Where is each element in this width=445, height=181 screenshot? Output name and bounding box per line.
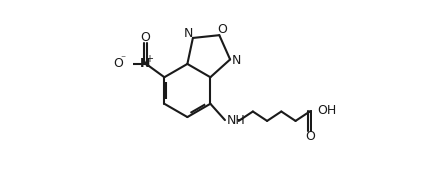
Text: O: O bbox=[217, 24, 227, 37]
Text: O: O bbox=[141, 31, 150, 44]
Text: ⁻: ⁻ bbox=[120, 55, 125, 65]
Text: OH: OH bbox=[317, 104, 337, 117]
Text: O: O bbox=[113, 57, 123, 70]
Text: NH: NH bbox=[227, 114, 245, 127]
Text: O: O bbox=[305, 130, 315, 143]
Text: N: N bbox=[184, 27, 194, 40]
Text: N: N bbox=[140, 57, 151, 70]
Text: N: N bbox=[231, 54, 241, 67]
Text: +: + bbox=[145, 54, 153, 64]
